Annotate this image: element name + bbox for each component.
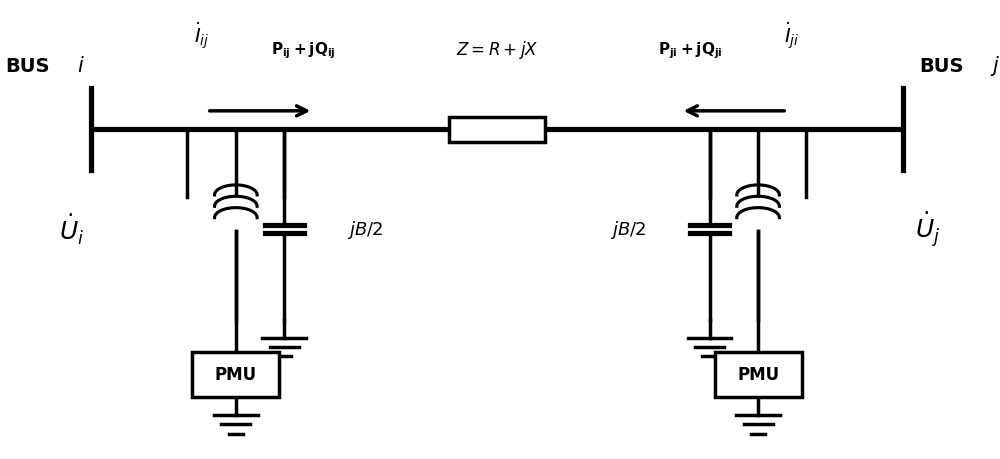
Text: $j$: $j$ — [990, 54, 1000, 78]
Text: BUS: BUS — [920, 57, 964, 76]
Text: $i$: $i$ — [77, 56, 85, 76]
Text: $\mathbf{P_{ij}+jQ_{ij}}$: $\mathbf{P_{ij}+jQ_{ij}}$ — [271, 40, 336, 61]
Text: BUS: BUS — [6, 57, 50, 76]
Text: PMU: PMU — [215, 366, 257, 384]
Bar — [449, 117, 545, 142]
Text: $jB/2$: $jB/2$ — [610, 218, 647, 241]
Bar — [715, 352, 802, 397]
Text: $jB/2$: $jB/2$ — [347, 218, 384, 241]
Text: $Z=R+jX$: $Z=R+jX$ — [456, 39, 538, 62]
Text: $\dot{I}_{ij}$: $\dot{I}_{ij}$ — [194, 21, 210, 52]
Text: $\dot{U}_{i}$: $\dot{U}_{i}$ — [59, 213, 84, 246]
Bar — [192, 352, 279, 397]
Text: $\mathbf{P_{ji}+jQ_{ji}}$: $\mathbf{P_{ji}+jQ_{ji}}$ — [658, 40, 723, 61]
Text: $\dot{U}_{j}$: $\dot{U}_{j}$ — [915, 210, 940, 249]
Text: $\dot{I}_{ji}$: $\dot{I}_{ji}$ — [784, 21, 800, 52]
Text: PMU: PMU — [737, 366, 779, 384]
